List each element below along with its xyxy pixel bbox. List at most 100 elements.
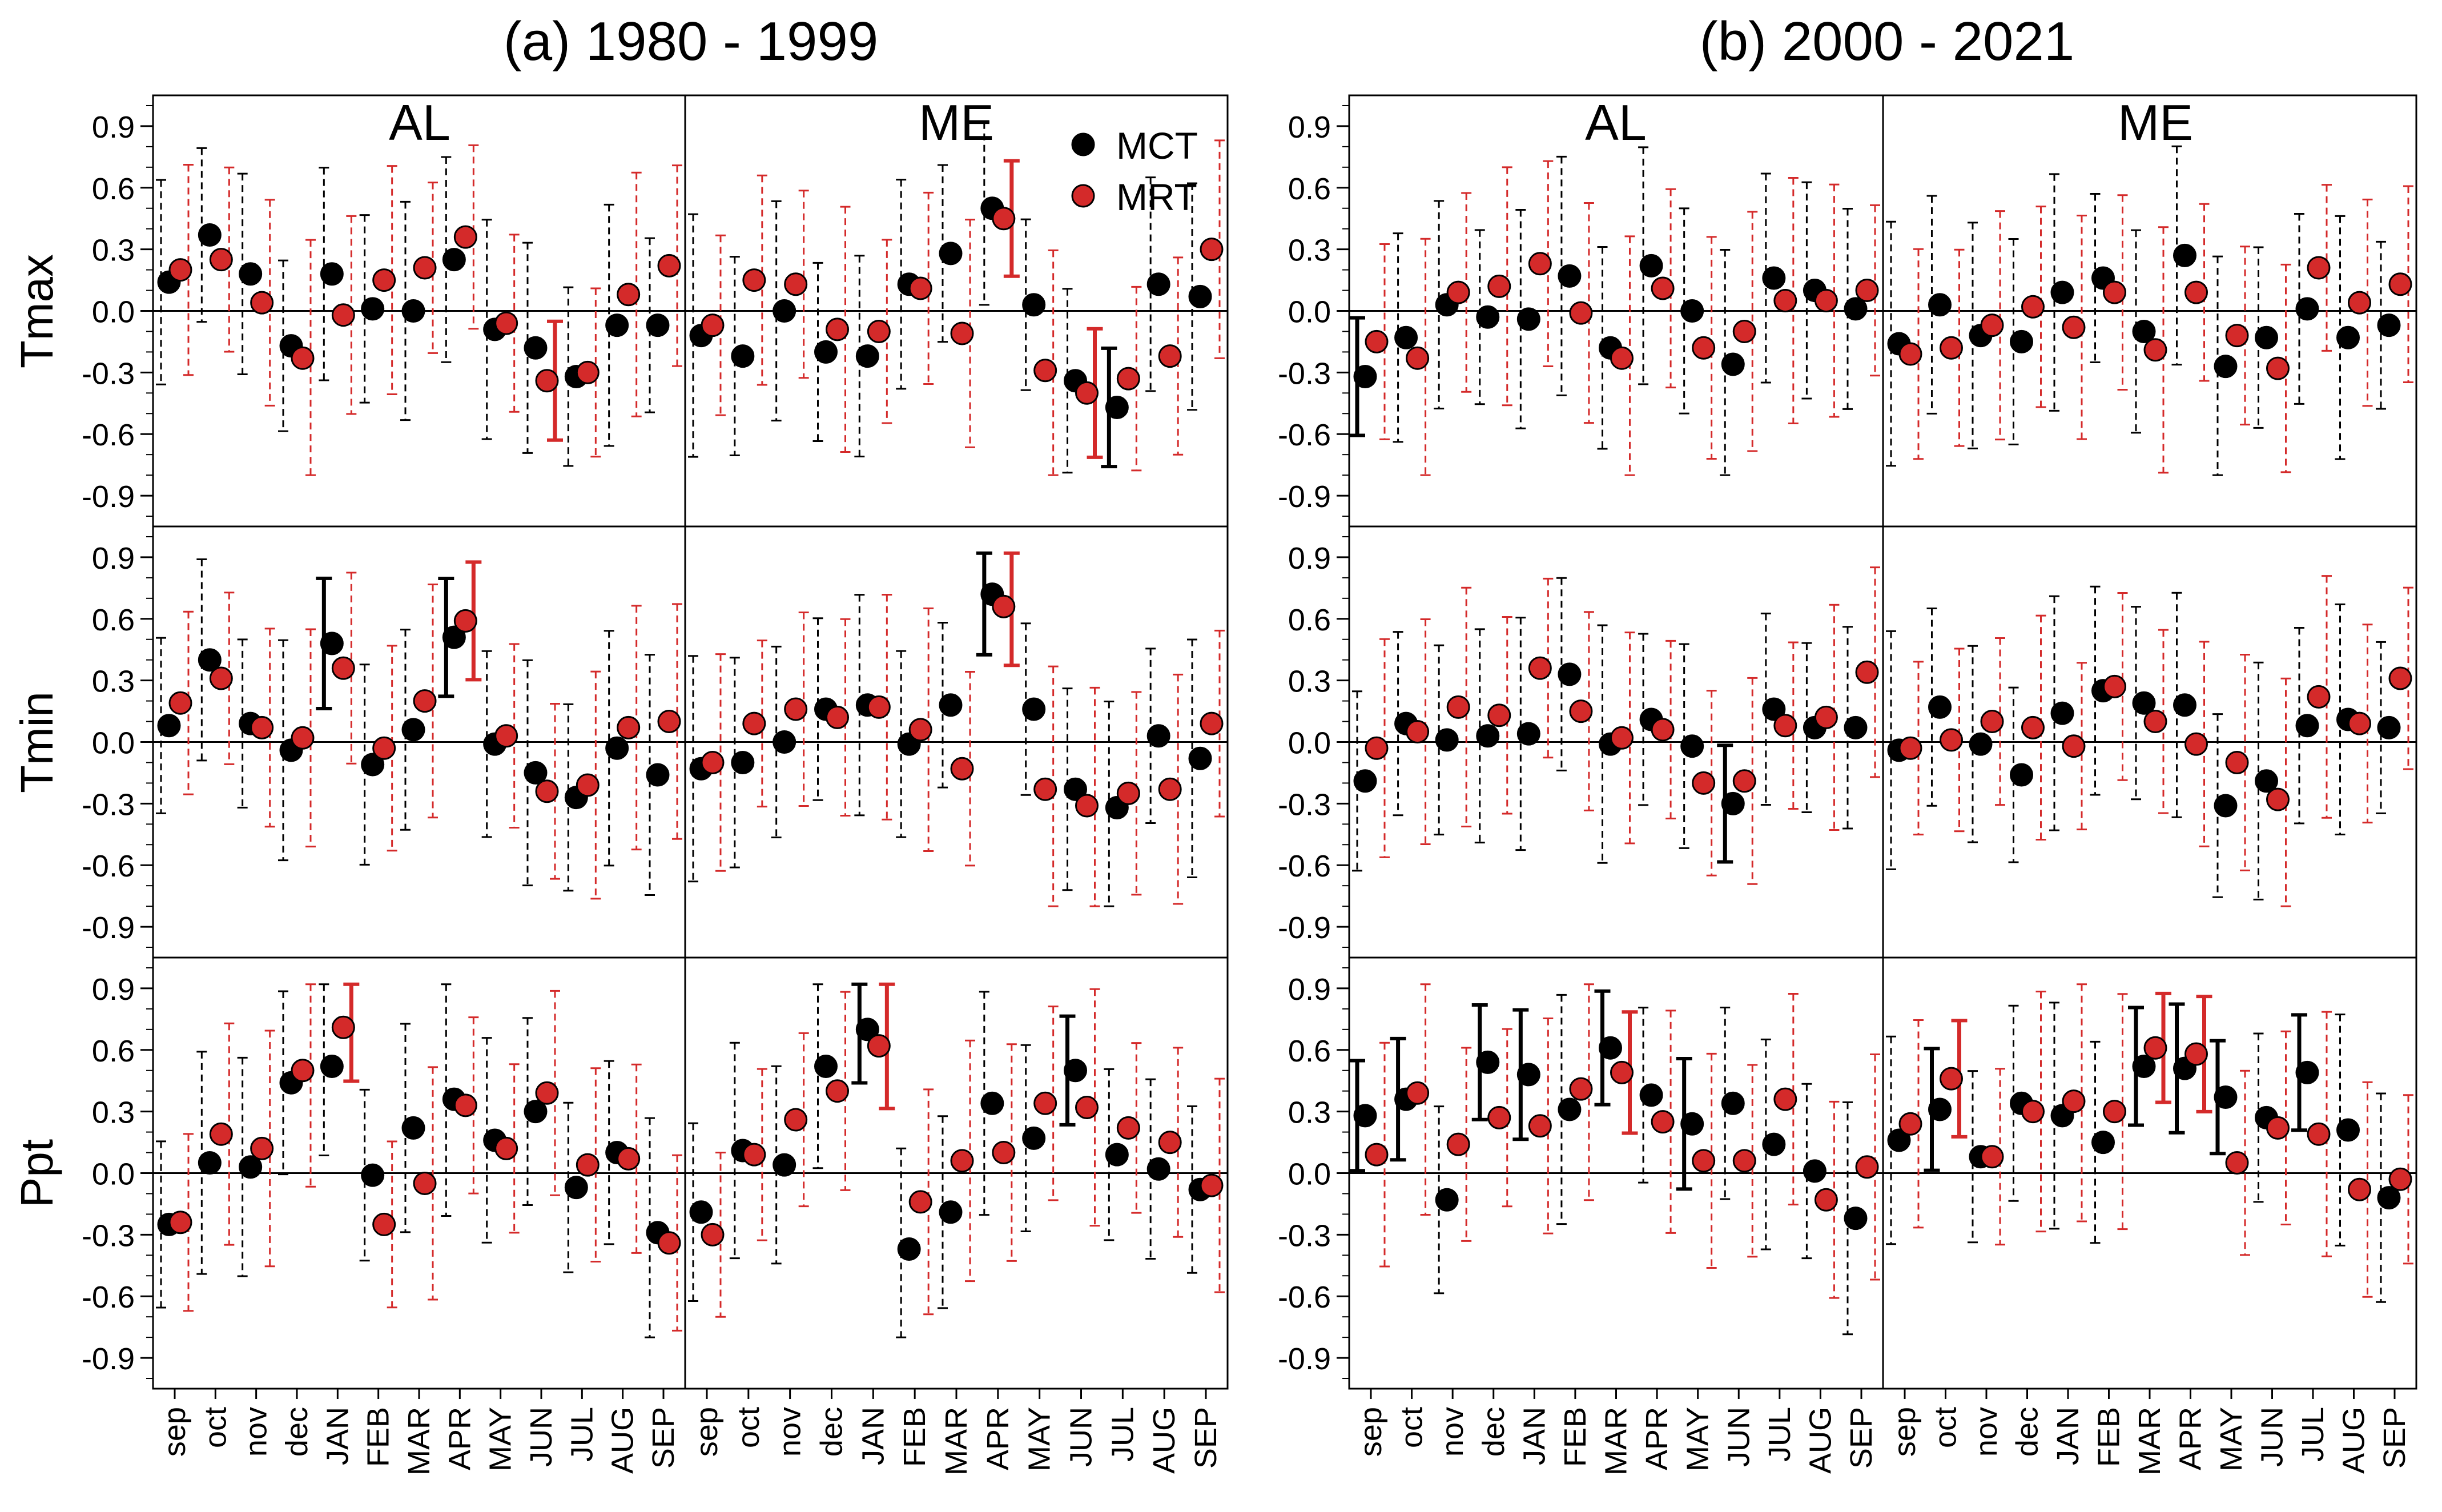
x-tick-label: SEP [1844,1407,1878,1469]
x-tick-label: MAY [1023,1407,1057,1471]
region-label-a-al: AL [389,94,450,151]
mct-point [1844,297,1868,321]
mct-point [1476,305,1500,329]
mrt-point [701,1223,725,1246]
mrt-point [826,1079,849,1103]
mct-point [1435,728,1459,752]
mct-point [2295,1060,2319,1084]
legend-label-mct: MCT [1116,124,1198,167]
mct-point [1146,1157,1170,1181]
x-tick-label: FEB [1558,1407,1592,1467]
mrt-point [2143,1036,2167,1060]
mrt-point [250,1136,274,1160]
mrt-point [2348,291,2371,315]
mrt-point [535,1081,559,1105]
mct-point [1762,1132,1786,1156]
mrt-point [1528,1114,1552,1138]
y-tick-label: 0.0 [1288,726,1331,761]
mct-point [646,763,670,787]
mrt-point [535,369,559,393]
legend-marker-mrt [1071,184,1095,208]
mct-point [773,730,796,754]
mrt-point [1855,660,1879,684]
mrt-point [784,697,808,721]
mct-point [1928,1097,1952,1121]
mrt-point [701,750,725,774]
mct-point [2050,280,2074,304]
mrt-point [1651,718,1675,742]
legend-label-mrt: MRT [1116,176,1197,218]
y-tick-label: -0.9 [82,1342,135,1376]
mct-point [320,632,344,656]
mct-point [814,340,838,364]
mct-point [1022,293,1046,317]
mrt-point [617,283,641,307]
mct-point [1887,1128,1911,1152]
mct-point [198,1151,222,1175]
y-tick-label: -0.6 [82,849,135,883]
mrt-point [2184,280,2208,304]
mct-point [1844,1207,1868,1230]
mct-point [564,1176,588,1200]
mrt-point [1855,1155,1879,1179]
x-tick-label: AUG [1803,1407,1837,1474]
mrt-point [168,1211,192,1234]
mrt-point [1158,777,1182,801]
mrt-point [1446,695,1470,719]
y-tick-label: 0.6 [92,172,135,206]
mct-point [1064,777,1087,801]
mrt-point [826,705,849,729]
mct-point [980,1091,1004,1115]
mct-point [1680,734,1704,758]
mct-point [1844,715,1868,739]
mrt-point [2225,324,2249,348]
mct-point [2010,329,2033,353]
y-tick-label: 0.9 [92,541,135,576]
mrt-point [1610,1060,1634,1084]
mct-point [1353,1104,1377,1128]
mct-point [1762,266,1786,290]
y-tick-label: 0.6 [92,1034,135,1068]
mct-point [2336,325,2360,349]
mrt-point [1773,289,1797,313]
mrt-point [331,656,355,680]
mrt-point [209,248,233,272]
mrt-point [291,726,315,750]
mrt-point [2307,685,2331,709]
mct-point [198,223,222,247]
mct-point [239,262,263,286]
y-tick-label: 0.3 [92,234,135,268]
mrt-point [250,715,274,739]
mct-point [442,248,466,272]
mrt-point [1898,736,1922,760]
mct-point [1188,746,1212,770]
mrt-point [1406,1081,1430,1105]
mrt-point [2103,1100,2126,1124]
mrt-point [2225,750,2249,774]
mct-point [646,313,670,337]
x-tick-label: APR [2174,1407,2208,1470]
mct-point [605,736,629,760]
mrt-point [2388,272,2412,296]
legend: MCT MRT [1071,124,1198,218]
mct-point [1476,1050,1500,1074]
mct-point [524,336,548,360]
x-tick-label: dec [1477,1407,1511,1457]
mct-point [1558,662,1582,686]
mct-point [1022,1126,1046,1150]
mrt-point [950,757,974,781]
mrt-point [867,319,891,343]
mct-point [2377,313,2401,337]
mrt-point [1487,274,1511,298]
mrt-point [1116,367,1140,391]
y-tick-label: -0.3 [1278,356,1331,391]
mrt-point [2266,1116,2290,1140]
mct-point [2255,769,2278,793]
period-title-a: (a) 1980 - 1999 [504,11,878,72]
mrt-point [950,1149,974,1173]
mrt-point [784,1108,808,1132]
mrt-point [1528,252,1552,276]
y-tick-label: -0.6 [1278,849,1331,883]
mrt-point [2307,256,2331,280]
mrt-point [1200,238,1224,262]
